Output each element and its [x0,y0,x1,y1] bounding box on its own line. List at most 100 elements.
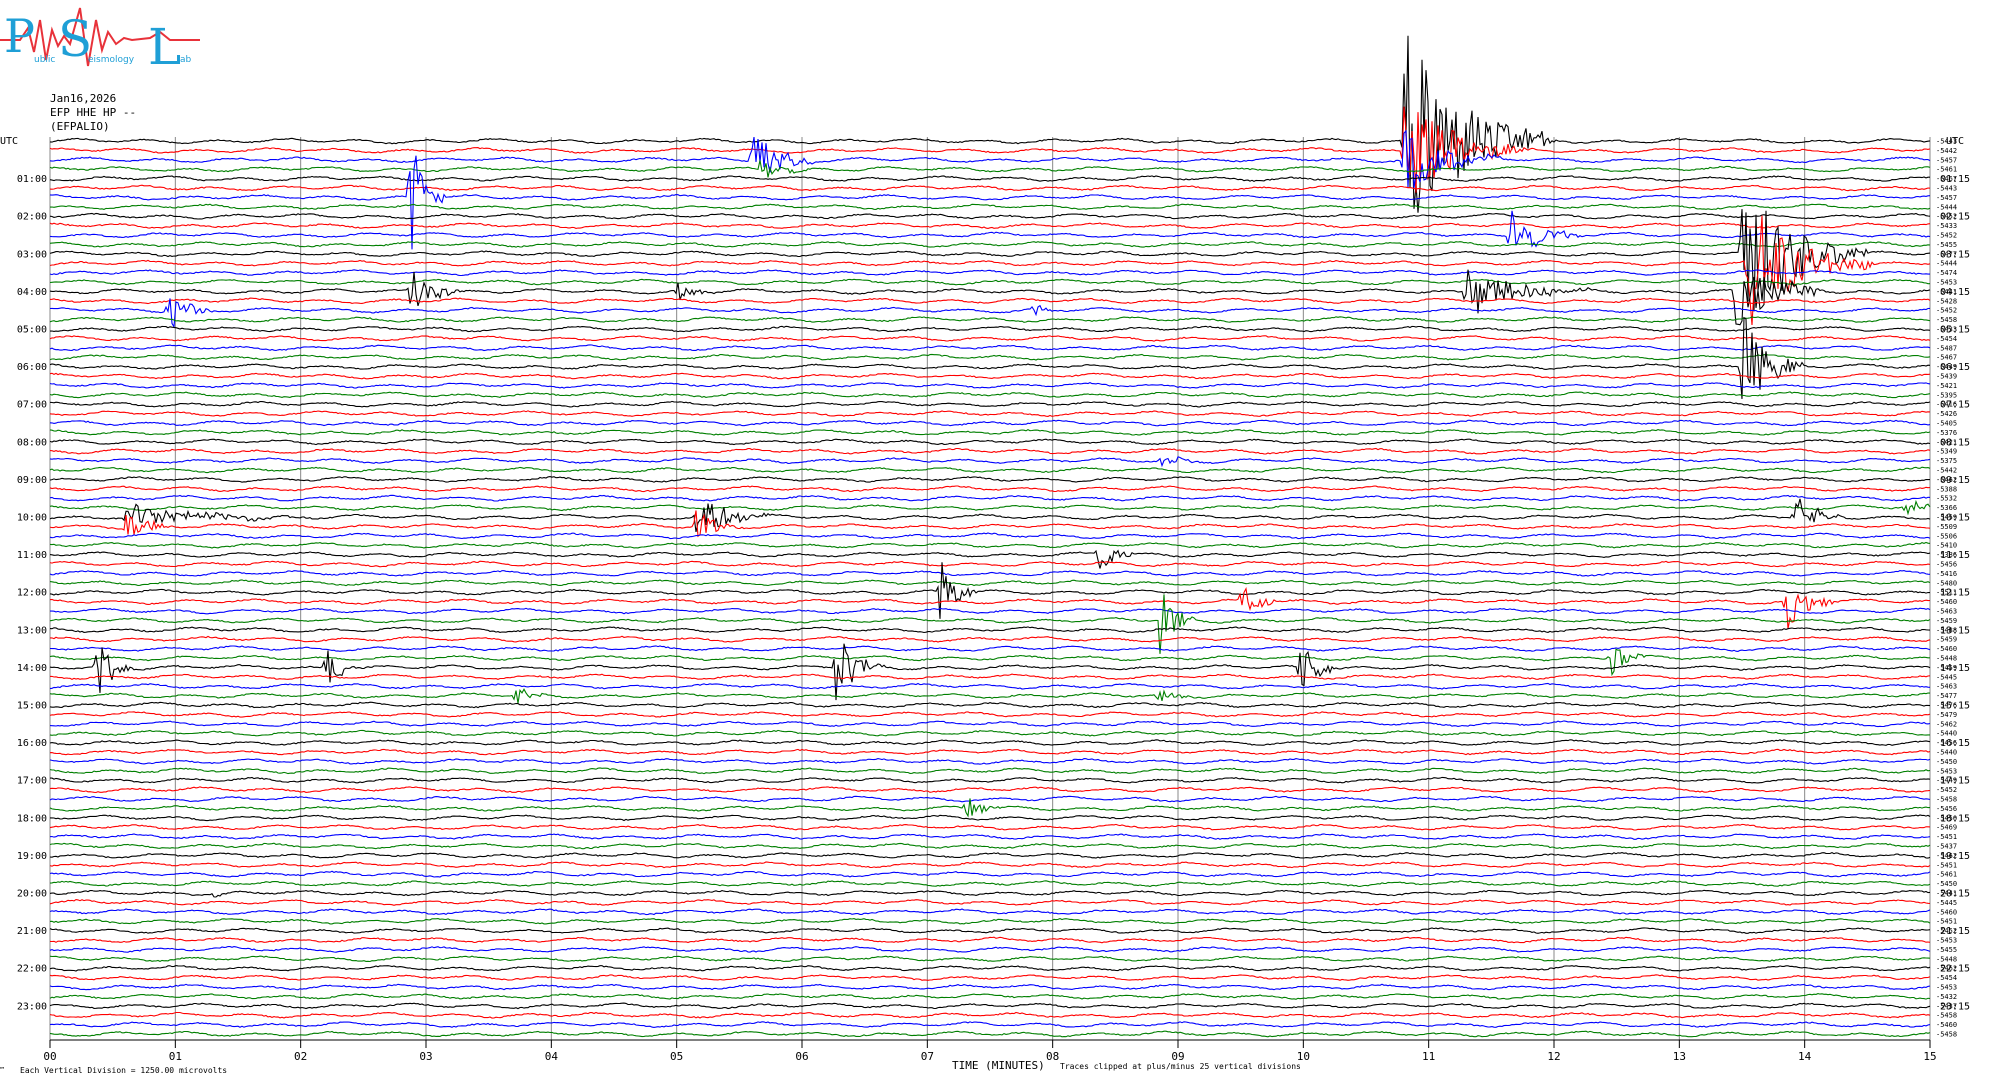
trace-line [49,269,1931,326]
left-hour-label: 19:00 [17,851,47,862]
trace-line [49,1021,1931,1028]
right-hour-label: 04:15 [1940,287,1970,298]
header-station: (EFPALIO) [50,120,110,133]
left-hour-label: 04:00 [17,287,47,298]
trace-offset-label: -5433 [1936,222,1957,230]
trace-line [49,466,1931,474]
trace-line [49,269,1930,277]
trace-line [49,833,1931,840]
trace-line [49,795,1931,803]
trace-line [49,499,1931,516]
trace-offset-label: -5376 [1936,429,1957,437]
trace-line [49,945,1931,953]
logo-word-ab: ab [180,55,192,65]
trace-offset-label: -5532 [1936,495,1957,503]
x-tick-label: 12 [1547,1050,1560,1063]
right-hour-label: 08:15 [1940,437,1970,448]
trace-offset-label: -5511 [1936,589,1957,597]
x-tick-label: 13 [1673,1050,1686,1063]
trace-offset-label: -5456 [1936,805,1957,813]
trace-line [49,203,1931,211]
right-hour-label: 03:15 [1940,249,1970,260]
trace-line [49,344,1931,352]
trace-line [49,767,1931,775]
trace-line [49,549,1931,569]
trace-line [49,297,1931,305]
trace-offset-label: -5454 [1936,974,1957,982]
trace-line [49,899,1931,906]
trace-line [50,673,1931,681]
trace-offset-label: -5450 [1936,814,1957,822]
right-hour-label: 23:15 [1940,1001,1970,1012]
trace-line [49,353,1931,361]
x-tick-label: 02 [294,1050,307,1063]
trace-offset-label: -5428 [1936,297,1957,305]
trace-offset-label: -5416 [1936,570,1957,578]
trace-line [49,562,1931,619]
trace-offset-label: -5453 [1936,767,1957,775]
trace-offset-label: -5462 [1936,852,1957,860]
trace-offset-label: -5463 [1936,683,1957,691]
left-hour-label: 21:00 [17,926,47,937]
trace-offset-label: -5476 [1936,702,1957,710]
trace-line [49,184,1931,192]
trace-line [49,494,1931,502]
trace-line [49,447,1931,455]
trace-offset-label: -5441 [1936,288,1957,296]
trace-line [49,798,1930,818]
trace-offset-label: -5448 [1936,955,1957,963]
trace-offset-label: -5461 [1936,166,1957,174]
trace-line [49,720,1931,728]
trace-offset-label: -5410 [1936,542,1957,550]
trace-offset-label: -5469 [1936,824,1957,832]
right-hour-label: 06:15 [1940,362,1970,373]
trace-offset-label: -5445 [1936,673,1957,681]
left-hour-label: 02:00 [17,212,47,223]
right-hour-label: 15:15 [1940,701,1970,712]
trace-line [49,325,1931,333]
trace-line [49,729,1930,737]
trace-line [50,776,1931,784]
trace-offset-label: -5445 [1936,899,1957,907]
trace-line [49,106,1931,193]
trace-offset-label: -5440 [1936,730,1957,738]
trace-line [49,626,1931,634]
trace-offset-label: -5459 [1936,636,1957,644]
right-hour-label: 22:15 [1940,964,1970,975]
trace-offset-label: -5433 [1936,326,1957,334]
corner-mark: ™ [0,1066,5,1074]
trace-line [49,381,1931,389]
left-hour-label: 20:00 [17,889,47,900]
trace-offset-label: -5405 [1936,420,1957,428]
left-hour-label: 06:00 [17,362,47,373]
trace-line [49,175,1930,183]
right-axis-title: UTC [1946,136,1964,147]
logo-letter-l: L [148,18,181,72]
x-tick-label: 09 [1171,1050,1184,1063]
left-hour-label: 12:00 [17,588,47,599]
left-hour-label: 14:00 [17,663,47,674]
trace-line [49,993,1931,1000]
right-hour-label: 20:15 [1940,889,1970,900]
right-hour-label: 11:15 [1940,550,1970,561]
header-date: Jan16,2026 [50,92,117,105]
trace-offset-label: -5452 [1936,213,1957,221]
trace-offset-label: -5455 [1936,946,1957,954]
trace-line [49,35,1931,213]
trace-line [49,209,1931,312]
left-hour-label: 10:00 [17,513,47,524]
vertical-scale-note: Each Vertical Division = 1250.00 microvo… [20,1066,228,1075]
seismic-traces [49,35,1931,1038]
left-hour-label: 03:00 [17,249,47,260]
logo-letter-p: P [4,9,35,63]
trace-line [49,155,1931,250]
left-hour-label: 18:00 [17,813,47,824]
trace-line [49,485,1931,493]
right-hour-label: 02:15 [1940,212,1970,223]
trace-offset-label: -5457 [1936,156,1957,164]
trace-offset-label: -5456 [1936,739,1957,747]
trace-line [49,456,1931,468]
trace-offset-label: -5459 [1936,617,1957,625]
trace-line [50,814,1931,822]
trace-offset-label: -5462 [1936,965,1957,973]
